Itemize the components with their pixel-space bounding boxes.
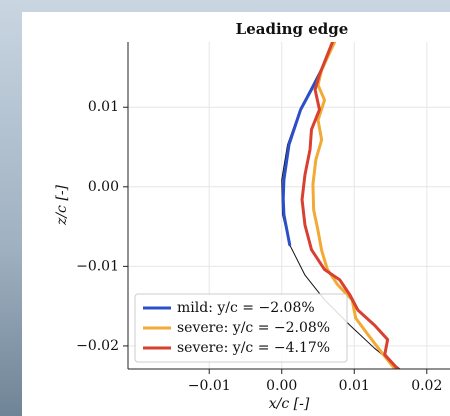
series-line [311,42,397,369]
legend-label: severe: y/c = −2.08% [177,320,330,336]
legend-label: severe: y/c = −4.17% [177,340,330,356]
y-tick-label: −0.02 [76,338,119,354]
legend: mild: y/c = −2.08% severe: y/c = −2.08% se… [134,293,348,363]
y-tick-label: 0.00 [88,179,119,195]
legend-label: mild: y/c = −2.08% [177,300,315,316]
x-tick-label: 0.00 [266,378,297,394]
x-tick-label: 0.02 [411,378,442,394]
series-line [300,42,400,369]
lines [281,42,401,369]
y-tick-label: −0.01 [76,258,119,274]
y-axis-label: z/c [-] [54,184,70,226]
x-tick-label: 0.01 [339,378,370,394]
chart-title: Leading edge [236,20,349,38]
x-axis-label: x/c [-] [269,396,310,412]
legend-box [134,293,348,363]
x-tick-label: −0.01 [188,378,231,394]
y-tick-label: 0.01 [88,99,119,115]
